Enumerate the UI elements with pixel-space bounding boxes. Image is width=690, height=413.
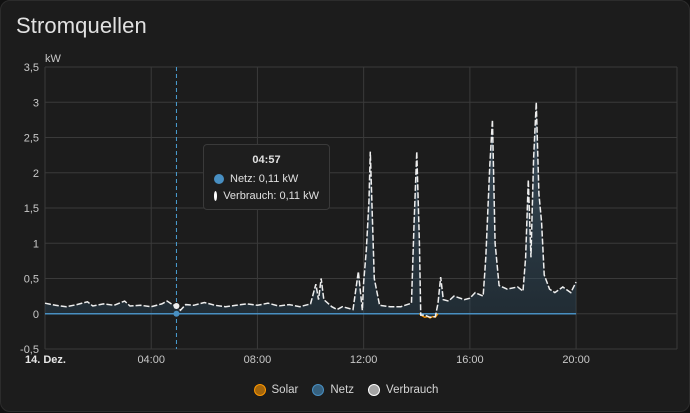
x-tick-label: 12:00 [350,354,378,366]
y-tick-label: 2,5 [24,133,39,145]
y-tick-label: 0,5 [24,274,39,286]
x-tick-label: 14. Dez. [25,354,66,366]
x-tick-label: 04:00 [137,354,165,366]
x-tick-label: 20:00 [562,354,590,366]
y-axis-ticks: 3,5 3 2,5 2 1,5 1 0,5 0 -0,5 [20,62,39,356]
legend-item-verbrauch[interactable]: Verbrauch [368,384,438,396]
chart-tooltip: 04:57 Netz: 0,11 kW Verbrauch: 0,11 kW [203,144,330,210]
legend-item-netz[interactable]: Netz [312,384,354,396]
tooltip-time: 04:57 [252,154,281,166]
legend-label-solar: Solar [271,384,299,396]
hover-cursor [173,67,180,349]
y-axis-unit: kW [45,53,62,65]
verbrauch-dot-icon [214,190,218,201]
x-tick-label: 08:00 [244,354,272,366]
cursor-point-verbrauch [173,302,180,309]
verbrauch-area [45,102,577,318]
legend-item-solar[interactable]: Solar [253,384,299,396]
x-tick-label: 16:00 [456,354,484,366]
netz-dot-icon [214,173,224,184]
legend-label-verbrauch: Verbrauch [386,384,439,396]
solar-swatch-icon [253,384,266,396]
tooltip-row-verbrauch: Verbrauch: 0,11 kW [214,187,319,204]
tooltip-netz-value: Netz: 0,11 kW [230,172,299,185]
y-tick-label: -0,5 [20,344,39,356]
y-tick-label: 1,5 [24,203,39,215]
tooltip-row-netz: Netz: 0,11 kW [214,170,319,187]
y-tick-label: 1 [33,238,39,250]
legend-label-netz: Netz [330,384,355,396]
card-title: Stromquellen [16,13,147,38]
cursor-point-netz [173,310,180,317]
series [44,102,577,319]
verbrauch-swatch-icon [368,384,381,396]
netz-swatch-icon [312,384,325,396]
y-tick-label: 3 [33,97,39,109]
x-axis-ticks: 14. Dez. 04:00 08:00 12:00 16:00 20:00 [25,354,590,366]
y-tick-label: 2 [33,168,39,180]
tooltip-verbrauch-value: Verbrauch: 0,11 kW [223,189,319,202]
chart-legend: Solar Netz Verbrauch [1,380,690,400]
y-tick-label: 3,5 [24,62,39,74]
y-tick-label: 0 [33,309,39,321]
